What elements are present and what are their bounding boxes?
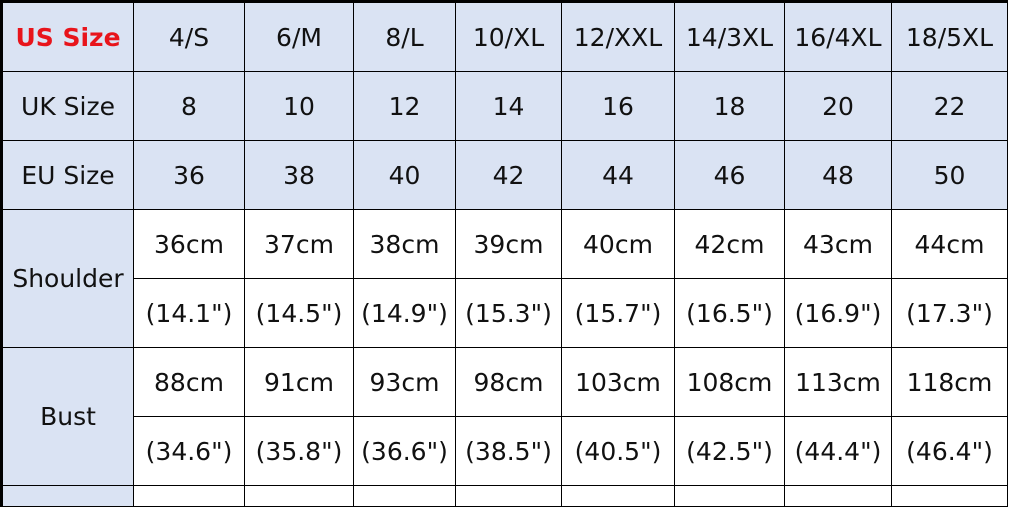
inch-cell: (34.6") bbox=[133, 416, 245, 486]
cm-cell: 91cm bbox=[244, 347, 354, 417]
size-cell: 16/4XL bbox=[784, 1, 892, 72]
inch-cell: (14.5") bbox=[244, 278, 354, 348]
cell bbox=[561, 485, 675, 507]
inch-cell: (16.5") bbox=[674, 278, 785, 348]
inch-cell: (46.4") bbox=[891, 416, 1008, 486]
inch-cell: (15.3") bbox=[455, 278, 562, 348]
row-label bbox=[1, 485, 134, 507]
cm-cell: 42cm bbox=[674, 209, 785, 279]
inch-cell: (15.7") bbox=[561, 278, 675, 348]
size-cell: 48 bbox=[784, 140, 892, 210]
cm-cell: 98cm bbox=[455, 347, 562, 417]
size-cell: 46 bbox=[674, 140, 785, 210]
cell bbox=[353, 485, 456, 507]
inch-cell: (35.8") bbox=[244, 416, 354, 486]
next-row-partial bbox=[1, 485, 1008, 507]
size-cell: 12 bbox=[353, 71, 456, 141]
measurement-row-cm: Shoulder 36cm 37cm 38cm 39cm 40cm 42cm 43cm 44cm bbox=[1, 209, 1008, 348]
size-cell: 40 bbox=[353, 140, 456, 210]
cell bbox=[891, 485, 1008, 507]
size-cell: 20 bbox=[784, 71, 892, 141]
row-label: US Size bbox=[1, 1, 134, 72]
size-cell: 44 bbox=[561, 140, 675, 210]
cm-cell: 39cm bbox=[455, 209, 562, 279]
inch-cell: (42.5") bbox=[674, 416, 785, 486]
inch-cell: (16.9") bbox=[784, 278, 892, 348]
size-cell: 16 bbox=[561, 71, 675, 141]
cm-cell: 113cm bbox=[784, 347, 892, 417]
cm-cell: 38cm bbox=[353, 209, 456, 279]
size-cell: 10 bbox=[244, 71, 354, 141]
inch-cell: (40.5") bbox=[561, 416, 675, 486]
size-cell: 14/3XL bbox=[674, 1, 785, 72]
cm-cell: 43cm bbox=[784, 209, 892, 279]
inch-cell: (17.3") bbox=[891, 278, 1008, 348]
inch-cell: (14.1") bbox=[133, 278, 245, 348]
row-label: UK Size bbox=[1, 71, 134, 141]
cm-cell: 44cm bbox=[891, 209, 1008, 279]
size-cell: 6/M bbox=[244, 1, 354, 72]
inch-cell: (14.9") bbox=[353, 278, 456, 348]
size-cell: 50 bbox=[891, 140, 1008, 210]
cell bbox=[455, 485, 562, 507]
size-cell: 4/S bbox=[133, 1, 245, 72]
size-cell: 12/XXL bbox=[561, 1, 675, 72]
size-cell: 8/L bbox=[353, 1, 456, 72]
size-cell: 14 bbox=[455, 71, 562, 141]
inch-cell: (36.6") bbox=[353, 416, 456, 486]
inch-cell: (44.4") bbox=[784, 416, 892, 486]
cm-cell: 88cm bbox=[133, 347, 245, 417]
cm-cell: 93cm bbox=[353, 347, 456, 417]
measurement-row-inch: (14.1") (14.5") (14.9") (15.3") (15.7") (16.5… bbox=[2, 278, 1008, 348]
size-cell: 18/5XL bbox=[891, 1, 1008, 72]
row-label: EU Size bbox=[1, 140, 134, 210]
inch-cell: (38.5") bbox=[455, 416, 562, 486]
size-cell: 22 bbox=[891, 71, 1008, 141]
size-cell: 36 bbox=[133, 140, 245, 210]
row-label: Shoulder bbox=[1, 209, 134, 348]
cell bbox=[674, 485, 785, 507]
size-cell: 8 bbox=[133, 71, 245, 141]
cm-cell: 40cm bbox=[561, 209, 675, 279]
cm-cell: 36cm bbox=[133, 209, 245, 279]
size-cell: 38 bbox=[244, 140, 354, 210]
cell bbox=[784, 485, 892, 507]
cell bbox=[133, 485, 245, 507]
size-row: EU Size 36 38 40 42 44 46 48 50 bbox=[1, 140, 1008, 210]
measurement-row-inch: (34.6") (35.8") (36.6") (38.5") (40.5") (42.5… bbox=[2, 416, 1008, 486]
size-cell: 10/XL bbox=[455, 1, 562, 72]
size-row: UK Size 8 10 12 14 16 18 20 22 bbox=[1, 71, 1008, 141]
size-cell: 18 bbox=[674, 71, 785, 141]
measurement-row-cm: Bust 88cm 91cm 93cm 98cm 103cm 108cm 113cm 118cm bbox=[1, 347, 1008, 486]
size-cell: 42 bbox=[455, 140, 562, 210]
cm-cell: 103cm bbox=[561, 347, 675, 417]
cell bbox=[244, 485, 354, 507]
size-row: US Size 4/S 6/M 8/L 10/XL 12/XXL 14/3XL 16/4XL 1… bbox=[1, 1, 1008, 72]
row-label: Bust bbox=[1, 347, 134, 486]
cm-cell: 108cm bbox=[674, 347, 785, 417]
cm-cell: 37cm bbox=[244, 209, 354, 279]
cm-cell: 118cm bbox=[891, 347, 1008, 417]
